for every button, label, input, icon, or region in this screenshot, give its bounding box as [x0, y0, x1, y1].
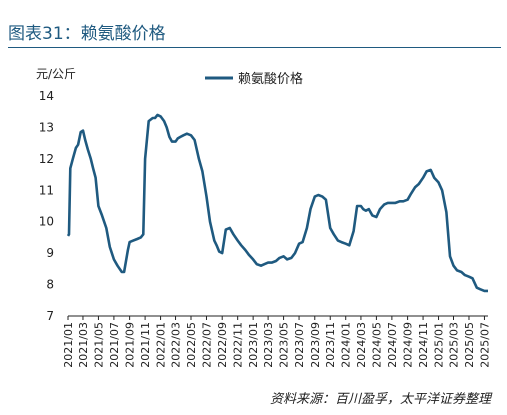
y-tick-label: 11 — [39, 183, 54, 197]
y-tick-label: 10 — [39, 215, 54, 229]
x-tick-label: 2025/05 — [463, 322, 476, 368]
title-rule — [8, 47, 501, 48]
x-tick-label: 2023/03 — [262, 322, 275, 368]
x-tick-label: 2021/07 — [108, 322, 121, 368]
x-tick-label: 2022/07 — [200, 322, 213, 368]
y-tick-label: 7 — [46, 309, 54, 323]
x-tick-label: 2022/09 — [216, 322, 229, 368]
x-tick-label: 2025/01 — [433, 322, 446, 368]
y-tick-label: 8 — [46, 278, 54, 292]
x-tick-label: 2025/03 — [448, 322, 461, 368]
y-axis: 7 8 9 10 11 12 13 14 — [39, 89, 54, 323]
source-note: 资料来源：百川盈孚，太平洋证券整理 — [269, 392, 491, 407]
y-tick-label: 9 — [46, 246, 54, 260]
x-tick-label: 2021/05 — [92, 322, 105, 368]
x-tick-label: 2023/05 — [278, 322, 291, 368]
x-tick-label: 2021/09 — [124, 322, 137, 368]
y-tick-label: 14 — [39, 89, 54, 103]
x-tick-label: 2022/11 — [232, 322, 245, 368]
x-tick-label: 2024/07 — [386, 322, 399, 368]
x-tick-label: 2023/09 — [309, 322, 322, 368]
legend: 赖氨酸价格 — [205, 71, 303, 87]
x-tick-label: 2024/11 — [417, 322, 430, 368]
x-tick-label: 2022/03 — [170, 322, 183, 368]
price-series-line — [66, 113, 488, 293]
x-tick-label: 2024/01 — [340, 322, 353, 368]
y-axis-unit-label: 元/公斤 — [36, 67, 76, 81]
x-tick-label: 2024/03 — [355, 322, 368, 368]
x-tick-label: 2022/01 — [155, 322, 168, 368]
x-tick-label: 2021/03 — [77, 322, 90, 368]
legend-label: 赖氨酸价格 — [238, 71, 303, 87]
x-tick-label: 2023/01 — [247, 322, 260, 368]
x-tick-label: 2024/09 — [402, 322, 415, 368]
y-tick-label: 12 — [39, 152, 54, 166]
x-axis: 2021/01 2021/03 2021/05 2021/07 2021/09 2021/… — [62, 316, 491, 368]
x-tick-label: 2024/05 — [370, 322, 383, 368]
figure-title: 图表31：赖氨酸价格 — [8, 24, 166, 44]
x-tick-label: 2022/05 — [185, 322, 198, 368]
x-tick-label: 2021/11 — [139, 322, 152, 368]
x-tick-label: 2021/01 — [62, 322, 75, 368]
x-tick-label: 2023/11 — [324, 322, 337, 368]
x-tick-label: 2023/07 — [293, 322, 306, 368]
y-tick-label: 13 — [39, 120, 54, 134]
x-tick-label: 2025/07 — [478, 322, 491, 368]
